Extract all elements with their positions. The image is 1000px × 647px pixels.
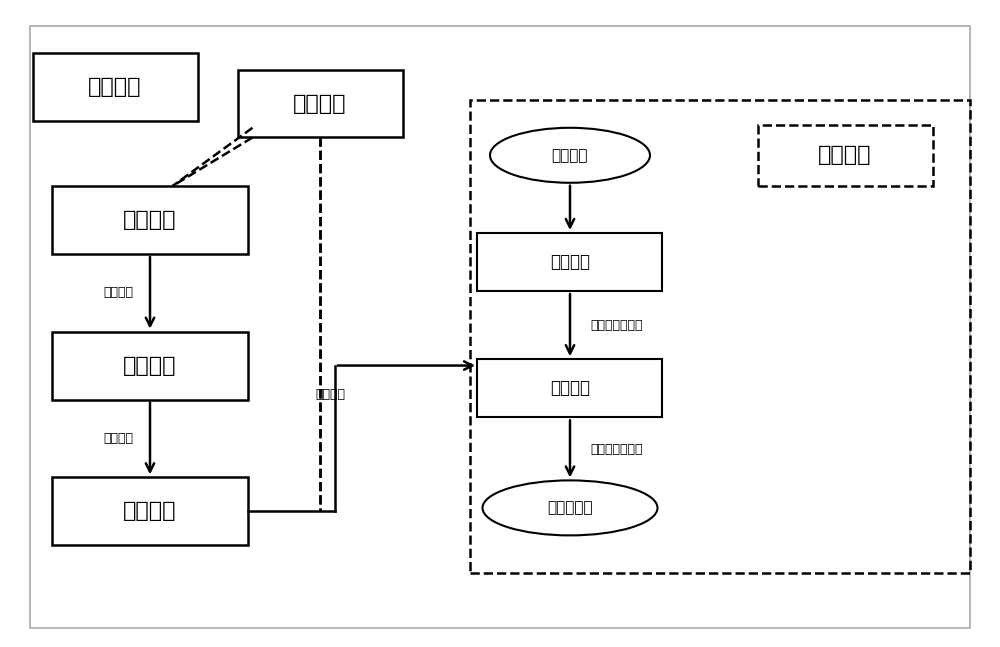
Text: 标定后数据: 标定后数据 bbox=[547, 500, 593, 516]
Text: 平衡部分: 平衡部分 bbox=[550, 253, 590, 271]
Bar bbox=[478, 233, 662, 291]
Text: 采集模块: 采集模块 bbox=[123, 501, 177, 521]
Ellipse shape bbox=[482, 480, 658, 536]
Text: 控制模块: 控制模块 bbox=[293, 94, 347, 113]
Text: 施加压力: 施加压力 bbox=[103, 286, 133, 299]
Text: 压力分散: 压力分散 bbox=[103, 432, 133, 445]
Bar bbox=[470, 100, 970, 573]
Text: 标定模块: 标定模块 bbox=[818, 146, 872, 165]
Bar bbox=[52, 186, 248, 254]
Text: 标定装置: 标定装置 bbox=[88, 78, 142, 97]
Bar bbox=[52, 332, 248, 399]
Text: 统一传感器阵列: 统一传感器阵列 bbox=[590, 319, 642, 332]
Text: 施压模块: 施压模块 bbox=[123, 356, 177, 375]
Text: 减少传感器误差: 减少传感器误差 bbox=[590, 443, 642, 456]
Text: 数据传输: 数据传输 bbox=[315, 388, 345, 401]
Bar bbox=[52, 477, 248, 545]
Text: 校准部分: 校准部分 bbox=[550, 379, 590, 397]
Ellipse shape bbox=[490, 128, 650, 182]
Bar bbox=[32, 54, 198, 122]
Bar bbox=[478, 359, 662, 417]
Text: 原始数据: 原始数据 bbox=[552, 148, 588, 163]
Bar bbox=[758, 124, 932, 186]
Text: 加压模块: 加压模块 bbox=[123, 210, 177, 230]
Bar bbox=[238, 70, 402, 138]
